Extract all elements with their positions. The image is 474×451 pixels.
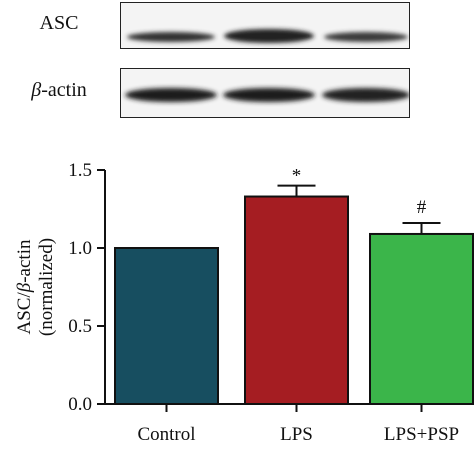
blot-panel-asc xyxy=(120,2,410,49)
blot-panel-actin xyxy=(120,68,410,118)
blot-label-actin-symbol: β xyxy=(31,79,42,101)
y-tick-label: 0.0 xyxy=(68,394,92,415)
y-tick-label: 1.0 xyxy=(68,238,92,259)
blot-bands-actin xyxy=(121,69,409,117)
blot-label-asc: ASC xyxy=(39,12,79,34)
blot-bands-asc xyxy=(121,3,409,48)
x-tick-label: Control xyxy=(137,424,195,445)
band-asc-lpspsp xyxy=(324,32,408,42)
bar-0 xyxy=(114,247,219,405)
band-actin-lps xyxy=(223,88,315,102)
band-asc-control xyxy=(127,32,215,42)
blot-label-actin-rest: -actin xyxy=(41,79,87,101)
y-tick-label: 0.5 xyxy=(68,316,92,337)
band-asc-lps xyxy=(224,29,314,43)
y-tick-label: 1.5 xyxy=(68,160,92,181)
blot-label-actin: β-actin xyxy=(0,79,118,102)
bar-1 xyxy=(244,195,349,405)
x-tick-label: LPS+PSP xyxy=(384,424,459,445)
y-axis-label-line2: (normalized) xyxy=(36,238,57,336)
band-actin-control xyxy=(125,88,217,102)
significance-marker: * xyxy=(292,166,302,187)
x-tick-label: LPS xyxy=(280,424,313,445)
band-actin-lpspsp xyxy=(322,88,409,102)
significance-marker: # xyxy=(417,197,427,218)
bar-2 xyxy=(369,232,474,405)
y-axis-label: ASC/β-actin xyxy=(14,239,35,334)
